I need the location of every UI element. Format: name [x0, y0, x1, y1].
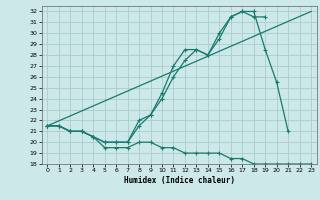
X-axis label: Humidex (Indice chaleur): Humidex (Indice chaleur): [124, 176, 235, 185]
